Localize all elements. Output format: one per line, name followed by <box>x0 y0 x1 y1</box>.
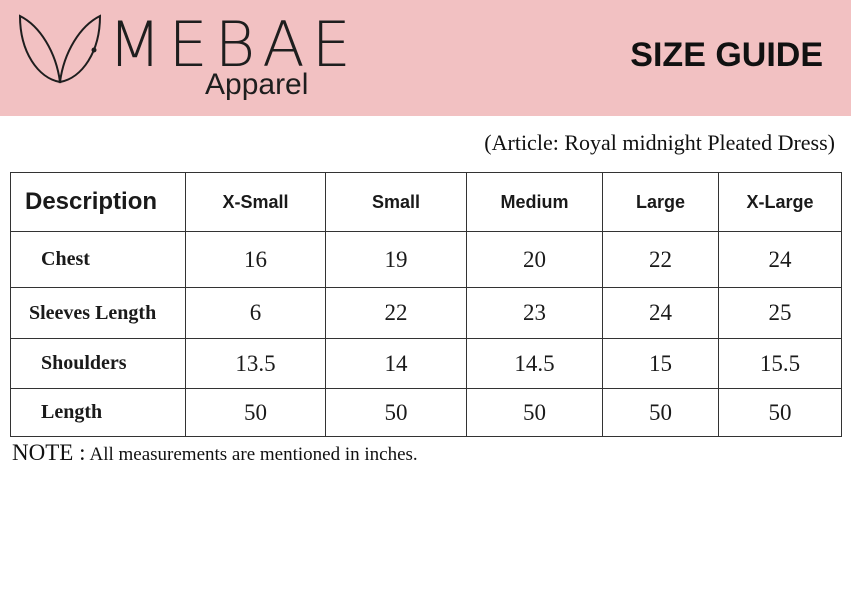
table-cell: 15 <box>602 338 719 389</box>
table-cell: 23 <box>466 287 603 339</box>
column-header-medium: Medium <box>466 172 603 232</box>
row-label: Shoulders <box>10 338 186 389</box>
page-title: SIZE GUIDE <box>630 36 823 74</box>
table-cell: 25 <box>718 287 842 339</box>
table-row: Chest 16 19 20 22 24 <box>10 231 842 288</box>
table-row: Sleeves Length 6 22 23 24 25 <box>10 287 842 339</box>
table-cell: 24 <box>602 287 719 339</box>
table-cell: 19 <box>325 231 467 288</box>
table-cell: 24 <box>718 231 842 288</box>
column-header-large: Large <box>602 172 719 232</box>
table-cell: 50 <box>466 388 603 437</box>
note-label: NOTE : <box>12 440 86 465</box>
column-header-description: Description <box>10 172 186 232</box>
size-table: Description X-Small Small Medium Large X… <box>10 172 842 437</box>
table-cell: 14.5 <box>466 338 603 389</box>
table-header-row: Description X-Small Small Medium Large X… <box>10 172 842 232</box>
note-text: All measurements are mentioned in inches… <box>89 444 418 465</box>
row-label: Chest <box>10 231 186 288</box>
article-name: (Article: Royal midnight Pleated Dress) <box>484 130 835 155</box>
table-cell: 14 <box>325 338 467 389</box>
row-label: Sleeves Length <box>10 287 186 339</box>
table-cell: 15.5 <box>718 338 842 389</box>
brand-name: MEBAE <box>108 8 358 81</box>
brand-subtitle: Apparel <box>205 68 309 101</box>
table-cell: 50 <box>185 388 326 437</box>
row-label: Length <box>10 388 186 437</box>
table-cell: 6 <box>185 287 326 339</box>
table-row: Shoulders 13.5 14 14.5 15 15.5 <box>10 338 842 389</box>
column-header-small: Small <box>325 172 467 232</box>
table-cell: 20 <box>466 231 603 288</box>
header-banner: MEBAE Apparel SIZE GUIDE <box>0 0 851 116</box>
table-cell: 50 <box>325 388 467 437</box>
leaf-outline-icon <box>18 14 102 84</box>
table-cell: 50 <box>602 388 719 437</box>
table-row: Length 50 50 50 50 50 <box>10 388 842 437</box>
measurement-note: NOTE : All measurements are mentioned in… <box>12 440 418 466</box>
table-cell: 16 <box>185 231 326 288</box>
column-header-xlarge: X-Large <box>718 172 842 232</box>
table-cell: 13.5 <box>185 338 326 389</box>
table-cell: 22 <box>325 287 467 339</box>
table-cell: 50 <box>718 388 842 437</box>
column-header-xsmall: X-Small <box>185 172 326 232</box>
table-cell: 22 <box>602 231 719 288</box>
